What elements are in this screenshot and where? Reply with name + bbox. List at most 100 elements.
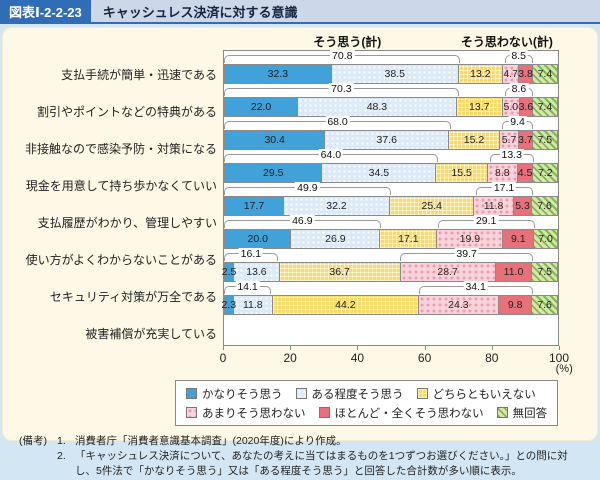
- disagree-total-bracket: 8.5: [504, 50, 533, 63]
- legend-box: かなりそう思う ある程度そう思う どちらともいえないあまりそう思わない ほとんど・全く…: [175, 380, 559, 426]
- bar-segment: 5.7: [498, 131, 519, 149]
- stacked-bar: 22.0 48.3 13.7 5.0 3.6 7.4: [224, 97, 558, 117]
- x-axis: (%) 0 20 40 60 80 100: [220, 346, 573, 376]
- segment-value: 11.8: [242, 298, 263, 311]
- bar-segment: 34.5: [321, 164, 436, 182]
- bar-segment: 30.4: [225, 131, 325, 149]
- figure-number: 図表Ⅰ-2-2-23: [0, 0, 91, 22]
- agree-total-bracket: 49.9: [224, 182, 391, 195]
- bar-row: 49.9 17.1 17.7 32.2 25.4 11.8 5.3 7.6: [224, 182, 558, 216]
- footnote-item: 1. 消費者庁「消費者意識基本調査」(2020年度)により作成。: [57, 434, 579, 449]
- segment-value: 3.8: [518, 67, 533, 80]
- legend-row: あまりそう思わない ほとんど・全くそう思わない 無回答: [186, 403, 547, 422]
- axis-tick: [357, 346, 359, 350]
- agree-total-value: 70.3: [329, 83, 354, 95]
- legend-item: あまりそう思わない: [186, 405, 306, 421]
- legend-swatch: [186, 407, 197, 418]
- legend-item: どちらともいえない: [416, 386, 536, 402]
- figure-titlebar: 図表Ⅰ-2-2-23 キャッシュレス決済に対する意識: [0, 0, 600, 24]
- row-label: 支払手続が簡単・迅速である: [61, 68, 217, 82]
- axis-tick-label: 40: [350, 351, 365, 365]
- segment-value: 2.3: [221, 298, 237, 311]
- axis-unit-label: (%): [555, 363, 573, 375]
- segment-value: 38.5: [384, 67, 405, 80]
- bar-segment: 7.4: [531, 98, 557, 116]
- disagree-total-header: そう思わない(計): [460, 35, 553, 49]
- segment-value: 13.7: [469, 100, 490, 113]
- bar-segment: 3.7: [518, 131, 533, 149]
- segment-value: 7.4: [537, 100, 553, 113]
- axis-tick: [559, 346, 560, 350]
- segment-value: 25.4: [421, 199, 442, 212]
- bar-segment: 26.9: [290, 230, 380, 248]
- legend-item: ある程度そう思う: [295, 386, 404, 402]
- segment-value: 34.5: [368, 166, 390, 179]
- segment-value: 11.8: [483, 199, 504, 212]
- segment-value: 29.5: [263, 166, 284, 179]
- bar-segment: 13.7: [455, 98, 502, 116]
- bar-segment: 5.3: [512, 197, 532, 215]
- segment-value: 9.8: [507, 298, 523, 311]
- chart-column-headers: そう思う(計) そう思わない(計): [223, 33, 559, 50]
- footnote: (備考) 1. 消費者庁「消費者意識基本調査」(2020年度)により作成。 2. 「キ…: [19, 434, 579, 480]
- segment-value: 17.7: [243, 199, 265, 212]
- bar-segment: 2.5: [222, 263, 236, 281]
- segment-value: 7.4: [537, 67, 553, 80]
- legend-swatch: [295, 388, 307, 399]
- agree-total-bracket: 64.0: [224, 149, 438, 162]
- bar-row: 16.1 39.7 2.5 13.6 36.7 28.7 11.0 7.5: [222, 248, 558, 282]
- segment-value: 5.3: [515, 199, 530, 212]
- axis-tick-label: 100: [548, 351, 570, 365]
- stacked-bar: 29.5 34.5 15.5 8.8 4.5 7.2: [224, 163, 558, 183]
- bar-segment: 28.7: [399, 263, 495, 281]
- segment-value: 32.2: [326, 199, 347, 212]
- agree-total-bracket: 70.8: [224, 50, 461, 63]
- segment-value: 37.6: [376, 133, 397, 146]
- agree-total-value: 68.0: [325, 116, 350, 128]
- segment-value: 22.0: [250, 100, 272, 113]
- legend-label: あまりそう思わない: [202, 407, 306, 420]
- segment-value: 7.5: [537, 265, 553, 278]
- segment-value: 5.7: [501, 133, 517, 146]
- footnote-item: 2. 「キャッシュレス決済について、あなたの考えに当てはまるものを1つずつお選びく…: [57, 449, 579, 479]
- axis-tick-label: 80: [485, 351, 499, 365]
- segment-value: 26.9: [325, 232, 346, 245]
- disagree-total-bracket: 34.1: [418, 281, 533, 294]
- agree-total-value: 16.1: [238, 248, 264, 260]
- bar-row: 68.0 9.4 30.4 37.6 15.2 5.7 3.7 7.5: [224, 116, 558, 150]
- segment-value: 30.4: [264, 133, 285, 146]
- bar-segment: 22.0: [225, 98, 297, 116]
- chart-card: そう思う(計) そう思わない(計) 支払手続が簡単・迅速である 割引やポイントなど…: [2, 27, 598, 477]
- segment-value: 36.7: [329, 265, 350, 278]
- row-label: 支払履歴がわかり、管理しやすい: [37, 216, 217, 230]
- row-label: 被害補償が充実している: [85, 327, 217, 341]
- segment-value: 7.2: [537, 166, 553, 179]
- bar-segment: 38.5: [330, 65, 458, 83]
- legend-item: かなりそう思う: [186, 386, 283, 402]
- bar-segment: 7.2: [532, 164, 558, 182]
- footnote-item-text: 「キャッシュレス決済について、あなたの考えに当てはまるものを1つずつお選びくださ…: [75, 450, 568, 478]
- bar-segment: 9.1: [502, 230, 534, 248]
- segment-value: 7.6: [537, 298, 552, 311]
- segment-value: 15.5: [451, 166, 472, 179]
- segment-value: 17.1: [398, 232, 419, 245]
- stacked-bar: 2.3 11.8 44.2 24.3 9.8 7.6: [221, 295, 558, 315]
- legend-swatch: [318, 407, 330, 418]
- bar-segment: 7.6: [531, 197, 558, 215]
- disagree-total-bracket: 9.4: [501, 116, 534, 129]
- bar-segment: 24.3: [417, 296, 499, 314]
- bar-segment: 15.2: [448, 131, 499, 149]
- legend-label: ほとんど・全くそう思わない: [334, 407, 484, 420]
- agree-total-bracket: 16.1: [224, 248, 278, 261]
- disagree-total-bracket: 39.7: [400, 248, 533, 261]
- segment-value: 24.3: [448, 298, 469, 311]
- disagree-total-bracket: 13.3: [489, 149, 534, 162]
- bar-segment: 3.6: [519, 98, 533, 116]
- segment-value: 13.2: [470, 67, 491, 80]
- bar-row: 70.3 8.6 22.0 48.3 13.7 5.0 3.6 7.4: [224, 83, 558, 117]
- bar-segment: 3.8: [518, 65, 533, 83]
- disagree-total-bracket: 8.6: [504, 83, 534, 96]
- disagree-total-value: 29.1: [473, 215, 499, 227]
- bar-segment: 11.0: [494, 263, 532, 281]
